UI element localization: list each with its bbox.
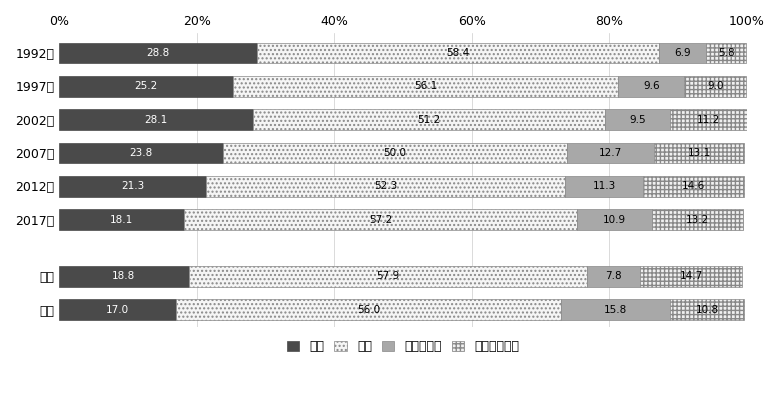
Text: 57.9: 57.9 xyxy=(376,271,399,282)
Bar xyxy=(604,109,670,130)
Text: 58.4: 58.4 xyxy=(447,48,470,58)
Text: 9.6: 9.6 xyxy=(644,81,660,91)
Text: 18.8: 18.8 xyxy=(112,271,136,282)
Bar xyxy=(562,299,670,320)
Text: 7.8: 7.8 xyxy=(605,271,622,282)
Text: 28.1: 28.1 xyxy=(144,115,168,124)
Legend: 中学, 高校, 短大・専門, 大学・大学院: 中学, 高校, 短大・専門, 大学・大学院 xyxy=(282,335,524,358)
Bar xyxy=(652,209,743,230)
Bar xyxy=(685,76,746,97)
Bar xyxy=(184,209,577,230)
Bar xyxy=(670,299,744,320)
Bar xyxy=(644,176,743,197)
Bar xyxy=(59,209,184,230)
Text: 13.2: 13.2 xyxy=(686,215,709,225)
Bar xyxy=(654,143,744,163)
Text: 5.8: 5.8 xyxy=(718,48,735,58)
Bar xyxy=(566,176,644,197)
Bar xyxy=(619,76,685,97)
Text: 9.5: 9.5 xyxy=(629,115,646,124)
Text: 15.8: 15.8 xyxy=(604,305,627,315)
Bar xyxy=(577,209,652,230)
Bar xyxy=(59,76,232,97)
Bar xyxy=(176,299,562,320)
Bar xyxy=(257,42,659,63)
Bar xyxy=(659,42,707,63)
Bar xyxy=(189,266,587,287)
Text: 6.9: 6.9 xyxy=(675,48,691,58)
Bar xyxy=(670,109,747,130)
Text: 56.1: 56.1 xyxy=(414,81,437,91)
Bar xyxy=(59,109,253,130)
Text: 57.2: 57.2 xyxy=(369,215,392,225)
Text: 51.2: 51.2 xyxy=(417,115,440,124)
Bar xyxy=(253,109,604,130)
Bar xyxy=(206,176,566,197)
Text: 52.3: 52.3 xyxy=(374,181,397,191)
Text: 28.8: 28.8 xyxy=(147,48,170,58)
Text: 50.0: 50.0 xyxy=(384,148,406,158)
Text: 10.9: 10.9 xyxy=(603,215,626,225)
Text: 23.8: 23.8 xyxy=(129,148,153,158)
Text: 56.0: 56.0 xyxy=(357,305,381,315)
Bar xyxy=(640,266,742,287)
Bar xyxy=(707,42,746,63)
Text: 25.2: 25.2 xyxy=(134,81,158,91)
Text: 11.2: 11.2 xyxy=(697,115,720,124)
Text: 18.1: 18.1 xyxy=(110,215,133,225)
Text: 10.8: 10.8 xyxy=(696,305,718,315)
Text: 14.6: 14.6 xyxy=(682,181,705,191)
Text: 13.1: 13.1 xyxy=(688,148,711,158)
Bar xyxy=(59,266,189,287)
Bar xyxy=(223,143,567,163)
Bar xyxy=(59,143,223,163)
Text: 14.7: 14.7 xyxy=(679,271,703,282)
Bar xyxy=(59,42,257,63)
Bar xyxy=(59,176,206,197)
Bar xyxy=(232,76,619,97)
Text: 21.3: 21.3 xyxy=(121,181,144,191)
Bar xyxy=(59,299,176,320)
Text: 11.3: 11.3 xyxy=(593,181,616,191)
Bar xyxy=(587,266,640,287)
Text: 12.7: 12.7 xyxy=(599,148,622,158)
Bar xyxy=(567,143,654,163)
Text: 17.0: 17.0 xyxy=(106,305,129,315)
Text: 9.0: 9.0 xyxy=(707,81,724,91)
